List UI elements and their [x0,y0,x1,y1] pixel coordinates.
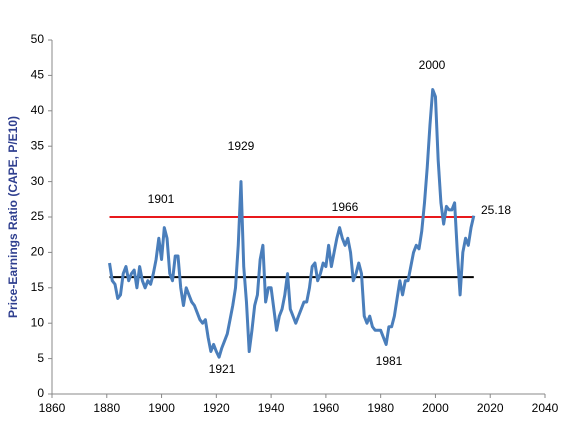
x-tick-label: 2040 [532,401,559,415]
x-tick-label: 1880 [93,401,120,415]
y-tick-label: 20 [31,245,45,259]
x-tick-label: 1960 [313,401,340,415]
annotation: 1981 [376,354,403,368]
x-tick-label: 1860 [39,401,66,415]
annotation: 2000 [419,58,446,72]
x-tick-label: 1980 [367,401,394,415]
annotation: 1966 [332,200,359,214]
x-tick-label: 1940 [258,401,285,415]
x-tick-label: 2000 [422,401,449,415]
y-tick-label: 35 [31,138,45,152]
y-tick-label: 0 [37,386,44,400]
y-tick-label: 45 [31,68,45,82]
y-axis-label: Price-Earnings Ratio (CAPE, P/E10) [6,116,20,318]
x-tick-label: 1920 [203,401,230,415]
y-tick-label: 50 [31,32,45,46]
y-tick-label: 15 [31,280,45,294]
annotation: 1921 [209,362,236,376]
x-tick-label: 1900 [148,401,175,415]
y-tick-label: 40 [31,103,45,117]
y-tick-label: 30 [31,174,45,188]
y-tick-label: 10 [31,315,45,329]
annotation: 1901 [148,192,175,206]
annotation: 1929 [228,139,255,153]
data-line [108,88,476,359]
annotation: 25.18 [481,203,511,217]
x-tick-label: 2020 [477,401,504,415]
y-tick-label: 5 [37,351,44,365]
y-tick-label: 25 [31,209,45,223]
